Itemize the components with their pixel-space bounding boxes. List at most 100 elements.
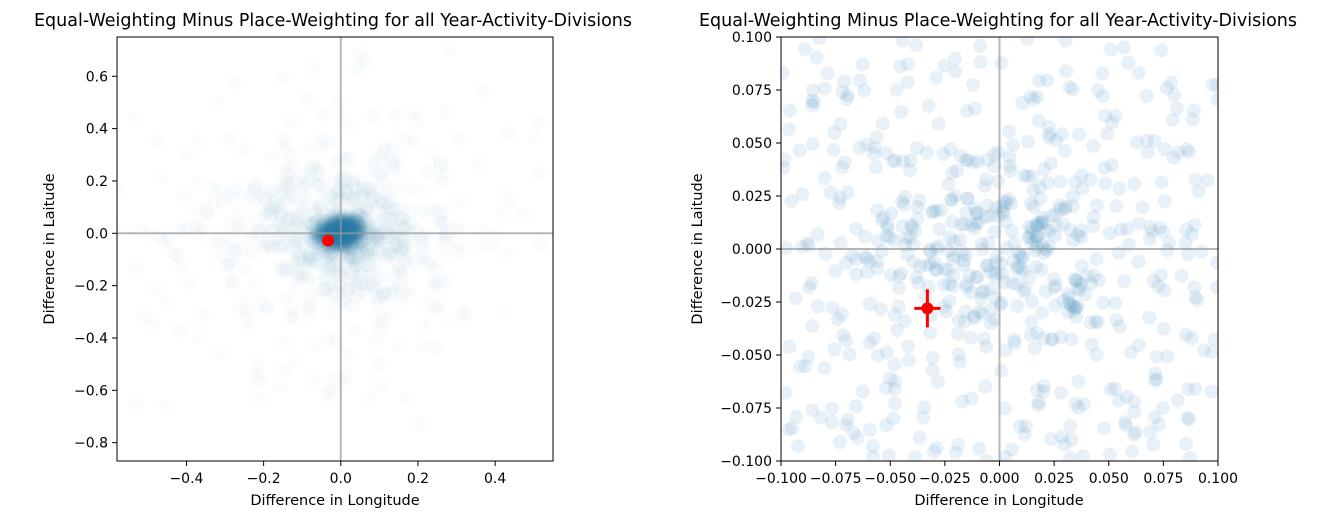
scatter-point bbox=[1070, 227, 1085, 242]
scatter-point bbox=[1021, 230, 1036, 245]
scatter-point bbox=[472, 155, 487, 170]
scatter-point bbox=[503, 193, 518, 208]
scatter-point bbox=[975, 306, 990, 321]
scatter-point bbox=[156, 235, 171, 250]
scatter-point bbox=[412, 416, 427, 431]
x-tick-label: −0.050 bbox=[864, 471, 916, 487]
scatter-point bbox=[338, 367, 353, 382]
scatter-point bbox=[361, 391, 376, 406]
scatter-point bbox=[1024, 221, 1039, 236]
scatter-point bbox=[318, 260, 333, 275]
scatter-point bbox=[946, 268, 961, 283]
scatter-point bbox=[259, 303, 274, 318]
scatter-point bbox=[398, 254, 413, 269]
scatter-point bbox=[983, 264, 998, 279]
scatter-point bbox=[1068, 396, 1083, 411]
scatter-point bbox=[875, 116, 890, 131]
scatter-point bbox=[343, 119, 358, 134]
scatter-point bbox=[1207, 332, 1218, 347]
scatter-point bbox=[956, 257, 971, 272]
scatter-point bbox=[1035, 210, 1050, 225]
scatter-point bbox=[917, 400, 932, 415]
scatter-point bbox=[1023, 89, 1038, 104]
scatter-point bbox=[990, 208, 1005, 223]
scatter-point bbox=[381, 194, 396, 209]
scatter-point bbox=[415, 235, 430, 250]
scatter-point bbox=[1042, 239, 1057, 254]
scatter-point bbox=[1065, 189, 1080, 204]
left-x-axis-ticks: −0.4 −0.2 0.0 0.2 0.4 bbox=[169, 461, 506, 487]
scatter-point bbox=[350, 60, 365, 75]
scatter-point bbox=[1022, 270, 1037, 285]
scatter-point bbox=[911, 275, 926, 290]
scatter-point bbox=[1030, 229, 1045, 244]
scatter-point bbox=[1102, 447, 1117, 461]
scatter-point bbox=[256, 190, 271, 205]
scatter-point bbox=[1162, 235, 1177, 250]
x-tick-label: 0.075 bbox=[1143, 471, 1183, 487]
scatter-point bbox=[805, 98, 820, 113]
scatter-point bbox=[303, 298, 318, 313]
scatter-point bbox=[1120, 221, 1135, 236]
scatter-point bbox=[1026, 92, 1041, 107]
scatter-point bbox=[250, 357, 265, 372]
scatter-point bbox=[252, 392, 267, 407]
scatter-point bbox=[781, 422, 796, 437]
scatter-point bbox=[451, 130, 466, 145]
scatter-point bbox=[966, 309, 981, 324]
scatter-point bbox=[838, 333, 853, 348]
scatter-point bbox=[984, 302, 999, 317]
scatter-point bbox=[855, 384, 870, 399]
scatter-point bbox=[1030, 215, 1045, 230]
scatter-point bbox=[1061, 296, 1076, 311]
scatter-point bbox=[1020, 37, 1035, 46]
scatter-point bbox=[839, 92, 854, 107]
scatter-point bbox=[1171, 145, 1186, 160]
scatter-point bbox=[1003, 158, 1018, 173]
scatter-point bbox=[896, 154, 911, 169]
y-tick-label: 0.000 bbox=[732, 242, 772, 258]
scatter-point bbox=[1010, 277, 1025, 292]
scatter-point bbox=[904, 218, 919, 233]
scatter-point bbox=[426, 274, 441, 289]
scatter-point bbox=[1180, 410, 1195, 425]
scatter-point bbox=[910, 200, 925, 215]
scatter-point bbox=[1166, 150, 1181, 165]
scatter-point bbox=[912, 430, 927, 445]
scatter-point bbox=[1160, 243, 1175, 258]
scatter-point bbox=[987, 268, 1002, 283]
scatter-point bbox=[964, 218, 979, 233]
scatter-point bbox=[1075, 449, 1090, 461]
scatter-point bbox=[936, 147, 951, 162]
scatter-point bbox=[933, 202, 948, 217]
left-highlight-point bbox=[322, 234, 335, 247]
scatter-point bbox=[785, 421, 800, 436]
scatter-point bbox=[1076, 397, 1091, 412]
scatter-point bbox=[840, 88, 855, 103]
scatter-point bbox=[999, 196, 1014, 211]
scatter-point bbox=[1020, 169, 1035, 184]
scatter-point bbox=[158, 400, 173, 415]
scatter-point bbox=[951, 437, 966, 452]
scatter-point bbox=[1054, 329, 1069, 344]
scatter-point bbox=[368, 335, 383, 350]
scatter-point bbox=[299, 142, 314, 157]
scatter-point bbox=[1041, 119, 1056, 134]
scatter-point bbox=[849, 221, 864, 236]
scatter-point bbox=[979, 172, 994, 187]
scatter-point bbox=[1023, 328, 1038, 343]
scatter-point bbox=[1044, 333, 1059, 348]
scatter-point bbox=[1016, 249, 1031, 264]
scatter-point bbox=[884, 206, 899, 221]
scatter-point bbox=[868, 160, 883, 175]
scatter-point bbox=[789, 409, 804, 424]
scatter-point bbox=[867, 331, 882, 346]
scatter-point bbox=[835, 160, 850, 175]
scatter-point bbox=[974, 285, 989, 300]
scatter-point bbox=[977, 331, 992, 346]
scatter-point bbox=[1109, 312, 1124, 327]
scatter-point bbox=[781, 152, 792, 167]
right-highlight-group bbox=[914, 289, 941, 328]
scatter-point bbox=[476, 84, 491, 99]
scatter-point bbox=[389, 108, 404, 123]
